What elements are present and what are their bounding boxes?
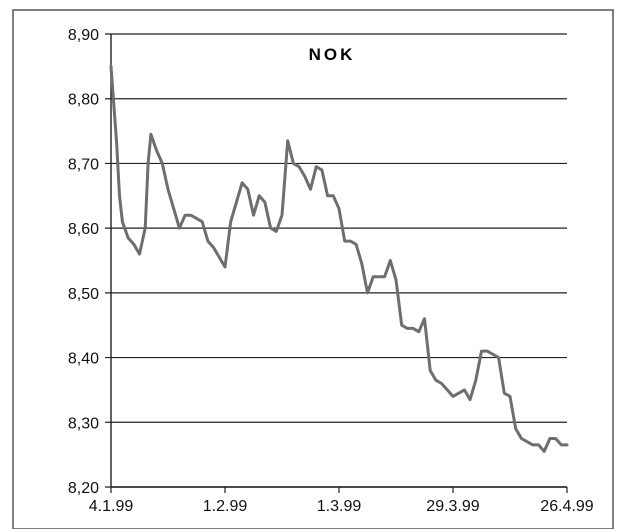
axes — [110, 34, 568, 493]
y-tick-label-7: 8,90 — [68, 27, 99, 44]
y-tick-label-0: 8,20 — [68, 480, 99, 497]
y-tick-label-6: 8,80 — [68, 92, 99, 109]
x-tick-labels: 4.1.99 1.2.99 1.3.99 29.3.99 26.4.99 — [89, 498, 594, 515]
x-tick-label-4: 26.4.99 — [540, 498, 593, 515]
series-line-0 — [109, 64, 569, 453]
figure-border — [12, 9, 614, 529]
x-tick-label-3: 29.3.99 — [426, 498, 479, 515]
x-tick-label-0: 4.1.99 — [89, 498, 134, 515]
x-tick-label-2: 1.3.99 — [317, 498, 362, 515]
chart-title: NOK — [309, 45, 356, 64]
y-tick-label-1: 8,30 — [68, 415, 99, 432]
y-tick-labels: 8,20 8,30 8,40 8,50 8,60 8,70 8,80 8,90 — [68, 27, 99, 497]
y-tick-label-5: 8,70 — [68, 156, 99, 173]
y-tick-label-3: 8,50 — [68, 286, 99, 303]
y-tick-label-4: 8,60 — [68, 221, 99, 238]
series-lines — [109, 64, 569, 453]
x-tick-label-1: 1.2.99 — [203, 498, 248, 515]
y-tick-label-2: 8,40 — [68, 351, 99, 368]
